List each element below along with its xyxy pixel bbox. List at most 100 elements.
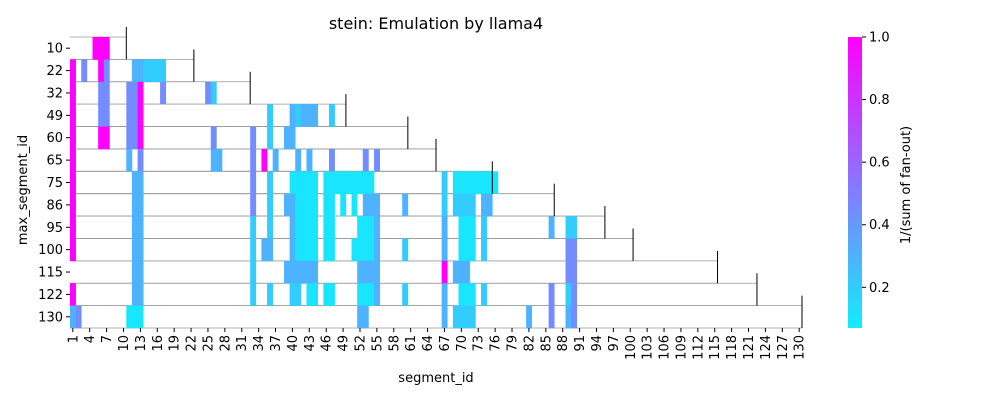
heatmap-cell xyxy=(441,238,448,262)
colorbar: 0.2 0.4 0.6 0.8 1.0 1/(sum of fan-out) xyxy=(848,31,914,328)
heatmap-cell xyxy=(137,81,144,105)
x-tick-label: 64 xyxy=(421,335,436,352)
x-tick-label: 103 xyxy=(641,335,656,360)
heatmap-cell xyxy=(351,193,358,217)
heatmap-cell xyxy=(374,216,380,239)
heatmap-cell xyxy=(131,171,144,194)
heatmap-cell xyxy=(300,104,319,127)
heatmap-cell xyxy=(131,193,144,217)
heatmap-cell xyxy=(565,238,578,262)
x-tick-label: 16 xyxy=(151,335,166,352)
heatmap-cell xyxy=(98,81,110,105)
heatmap-cell xyxy=(267,283,274,306)
heatmap-cell xyxy=(351,238,358,262)
heatmap-cell xyxy=(481,283,487,306)
heatmap-cell xyxy=(452,171,499,194)
heatmap-cell xyxy=(548,216,555,239)
colorbar-tick-label: 0.6 xyxy=(869,156,890,171)
heatmap-cell xyxy=(402,283,409,306)
heatmap-cell xyxy=(323,238,335,262)
row-outline xyxy=(70,260,718,284)
y-tick-label: 10 xyxy=(46,42,63,57)
heatmap-cell xyxy=(70,283,76,306)
heatmap-cell xyxy=(70,59,76,83)
heatmap-cell xyxy=(357,305,369,329)
heatmap-cell xyxy=(295,148,302,172)
row-outline xyxy=(70,282,757,307)
heatmap-cell xyxy=(357,216,375,239)
heatmap-cell xyxy=(131,283,144,306)
heatmap-cell xyxy=(481,193,493,217)
heatmap-cell xyxy=(70,305,76,329)
heatmap-cell xyxy=(340,193,347,217)
heatmap-cell xyxy=(70,171,76,194)
heatmap-cell xyxy=(357,260,380,284)
heatmap-cell xyxy=(126,148,133,172)
x-axis-label: segment_id xyxy=(398,371,473,386)
x-tick-label: 79 xyxy=(506,335,521,352)
heatmap-cell xyxy=(267,171,274,194)
heatmap-cell xyxy=(131,59,138,83)
heatmap-cell xyxy=(126,81,138,105)
heatmap-cell xyxy=(98,104,110,127)
y-tick-label: 60 xyxy=(46,131,63,146)
heatmap-cell xyxy=(571,305,578,329)
heatmap-cell xyxy=(295,238,319,262)
y-tick-label: 65 xyxy=(46,154,63,169)
x-tick-label: 22 xyxy=(185,335,200,352)
heatmap-cell xyxy=(362,193,380,217)
heatmap-cell xyxy=(526,305,533,329)
heatmap-cell xyxy=(374,148,380,172)
heatmap-cell xyxy=(402,238,409,262)
heatmap-cell xyxy=(481,216,487,239)
heatmap-cell xyxy=(295,216,319,239)
colorbar-ticks: 0.2 0.4 0.6 0.8 1.0 xyxy=(862,31,890,296)
x-tick-label: 88 xyxy=(556,335,571,352)
row-end-markers xyxy=(125,27,803,328)
colorbar-tick-label: 0.4 xyxy=(869,218,890,233)
heatmap-cell xyxy=(250,283,257,306)
y-tick-label: 115 xyxy=(38,266,63,281)
y-tick-label: 75 xyxy=(46,176,63,191)
heatmap-cell xyxy=(452,193,476,217)
heatmap-cell xyxy=(250,148,257,172)
row-outline xyxy=(70,305,802,329)
y-tick-label: 122 xyxy=(38,288,63,303)
heatmap-cell xyxy=(131,216,144,239)
heatmap-cell xyxy=(441,171,448,194)
heatmap-cell xyxy=(571,283,578,306)
heatmap-cell xyxy=(289,104,296,127)
x-tick-label: 91 xyxy=(573,335,588,352)
heatmap-cell xyxy=(261,148,268,172)
heatmap-cell xyxy=(441,305,448,329)
heatmap-cell xyxy=(126,126,138,150)
row-outline xyxy=(70,215,605,239)
heatmap-cell xyxy=(374,283,380,306)
x-tick-label: 67 xyxy=(438,335,453,352)
x-tick-label: 94 xyxy=(590,335,605,352)
heatmap-cell xyxy=(267,216,274,239)
heatmap-cell xyxy=(323,193,335,217)
heatmap-cell xyxy=(458,238,476,262)
x-tick-label: 58 xyxy=(387,335,402,352)
x-tick-label: 76 xyxy=(489,335,504,352)
x-tick-label: 112 xyxy=(691,335,706,360)
heatmap-cell xyxy=(250,126,257,150)
y-tick-label: 32 xyxy=(46,86,63,101)
heatmap-cell xyxy=(126,305,144,329)
x-tick-label: 34 xyxy=(252,335,267,352)
x-tick-label: 127 xyxy=(776,335,791,360)
x-tick-label: 85 xyxy=(539,335,554,352)
x-tick-label: 28 xyxy=(218,335,233,352)
colorbar-gradient xyxy=(848,37,862,328)
heatmap-cell xyxy=(92,37,110,60)
heatmap-cell xyxy=(362,148,369,172)
heatmap-cell xyxy=(452,260,471,284)
heatmap-cell xyxy=(70,193,76,217)
heatmap-cell xyxy=(481,238,487,262)
x-tick-label: 7 xyxy=(100,335,115,343)
heatmap-cell xyxy=(210,148,223,172)
heatmap-cell xyxy=(160,81,167,105)
heatmap-cell xyxy=(137,104,144,127)
